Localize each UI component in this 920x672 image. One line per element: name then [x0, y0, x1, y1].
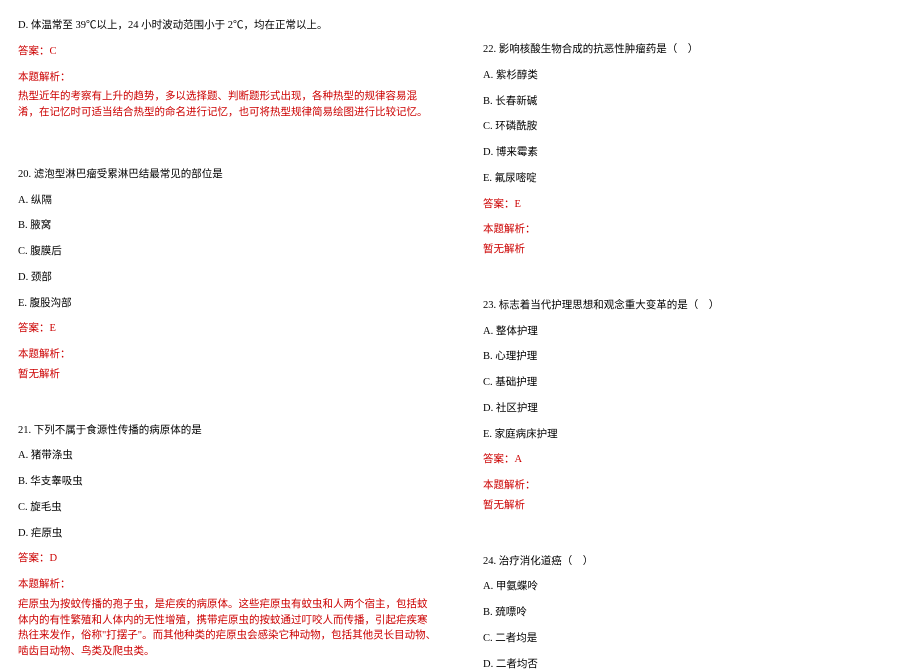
q23-option-e: E. 家庭病床护理 [483, 427, 902, 443]
q22-option-b: B. 长春新碱 [483, 94, 902, 110]
q21-option-d: D. 疟原虫 [18, 526, 437, 542]
q23-explanation-header: 本题解析： [483, 478, 902, 494]
q22-stem: 22. 影响核酸生物合成的抗恶性肿瘤药是（ ） [483, 42, 902, 58]
q22-answer: 答案：E [483, 197, 902, 213]
q20-option-a: A. 纵隔 [18, 193, 437, 209]
q21-explanation-header: 本题解析： [18, 577, 437, 593]
q24-option-c: C. 二者均是 [483, 631, 902, 647]
prev-explanation-header: 本题解析： [18, 70, 437, 86]
q20-option-e: E. 腹股沟部 [18, 296, 437, 312]
q22-option-a: A. 紫杉醇类 [483, 68, 902, 84]
q21-option-b: B. 华支睾吸虫 [18, 474, 437, 490]
q20-option-c: C. 腹膜后 [18, 244, 437, 260]
prev-answer: 答案：C [18, 44, 437, 60]
q22-option-e: E. 氟尿嘧啶 [483, 171, 902, 187]
q20-explanation-header: 本题解析： [18, 347, 437, 363]
prev-question-option-d: D. 体温常至 39℃以上，24 小时波动范围小于 2℃，均在正常以上。 [18, 18, 437, 34]
q21-stem: 21. 下列不属于食源性传播的病原体的是 [18, 423, 437, 439]
q23-stem: 23. 标志着当代护理思想和观念重大变革的是（ ） [483, 298, 902, 314]
q23-option-d: D. 社区护理 [483, 401, 902, 417]
q20-answer: 答案：E [18, 321, 437, 337]
q22-explanation-header: 本题解析： [483, 222, 902, 238]
q20-option-d: D. 颈部 [18, 270, 437, 286]
q22-explanation-text: 暂无解析 [483, 242, 902, 258]
q21-option-a: A. 猪带涤虫 [18, 448, 437, 464]
left-column: D. 体温常至 39℃以上，24 小时波动范围小于 2℃，均在正常以上。 答案：… [0, 8, 455, 672]
prev-explanation-text: 热型近年的考察有上升的趋势，多以选择题、判断题形式出现，各种热型的规律容易混淆，… [18, 89, 437, 121]
right-column: 22. 影响核酸生物合成的抗恶性肿瘤药是（ ） A. 紫杉醇类 B. 长春新碱 … [465, 8, 920, 672]
q20-stem: 20. 滤泡型淋巴瘤受累淋巴结最常见的部位是 [18, 167, 437, 183]
q20-option-b: B. 腋窝 [18, 218, 437, 234]
q21-option-c: C. 旋毛虫 [18, 500, 437, 516]
q22-option-c: C. 环磷酰胺 [483, 119, 902, 135]
q24-option-d: D. 二者均否 [483, 657, 902, 672]
q24-stem: 24. 治疗消化道癌（ ） [483, 554, 902, 570]
q21-answer: 答案：D [18, 551, 437, 567]
q23-option-c: C. 基础护理 [483, 375, 902, 391]
q23-answer: 答案：A [483, 452, 902, 468]
q23-explanation-text: 暂无解析 [483, 498, 902, 514]
q23-option-a: A. 整体护理 [483, 324, 902, 340]
q21-explanation-text: 疟原虫为按蚊传播的孢子虫，是疟疾的病原体。这些疟原虫有蚊虫和人两个宿主，包括蚊体… [18, 597, 437, 660]
q24-option-b: B. 巯嘌呤 [483, 605, 902, 621]
q23-option-b: B. 心理护理 [483, 349, 902, 365]
q22-option-d: D. 博来霉素 [483, 145, 902, 161]
q24-option-a: A. 甲氨蝶呤 [483, 579, 902, 595]
page-columns: D. 体温常至 39℃以上，24 小时波动范围小于 2℃，均在正常以上。 答案：… [0, 8, 920, 672]
q20-explanation-text: 暂无解析 [18, 367, 437, 383]
